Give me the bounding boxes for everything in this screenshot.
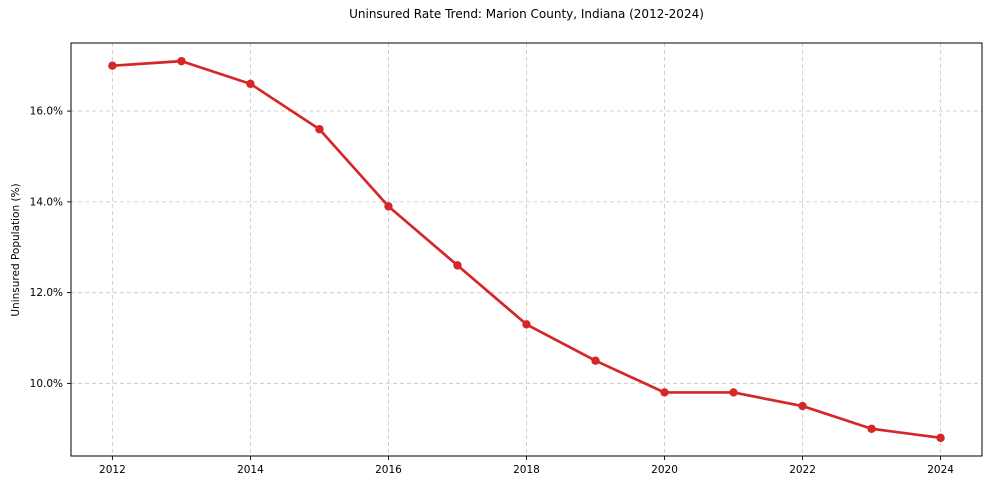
y-tick-label: 14.0% [30, 196, 63, 208]
data-point [729, 388, 738, 397]
x-tick-label: 2024 [927, 464, 954, 476]
data-point [660, 388, 669, 397]
x-tick-label: 2020 [651, 464, 678, 476]
data-point [246, 79, 255, 89]
data-point [591, 356, 600, 365]
x-tick-label: 2022 [789, 464, 816, 476]
data-point [936, 433, 945, 443]
x-tick-label: 2018 [513, 464, 540, 476]
data-point [453, 261, 462, 270]
data-point [108, 61, 117, 70]
data-point [798, 401, 807, 411]
x-tick-label: 2012 [99, 464, 126, 476]
data-point [384, 202, 393, 211]
data-point [177, 56, 186, 66]
y-tick-label: 12.0% [30, 287, 63, 299]
x-tick-label: 2014 [237, 464, 264, 476]
y-tick-label: 10.0% [30, 378, 63, 390]
x-tick-label: 2016 [375, 464, 402, 476]
data-point [522, 320, 531, 329]
chart-title: Uninsured Rate Trend: Marion County, Ind… [349, 7, 704, 21]
data-point [315, 125, 324, 134]
y-tick-label: 16.0% [30, 106, 63, 118]
data-point [867, 424, 876, 433]
